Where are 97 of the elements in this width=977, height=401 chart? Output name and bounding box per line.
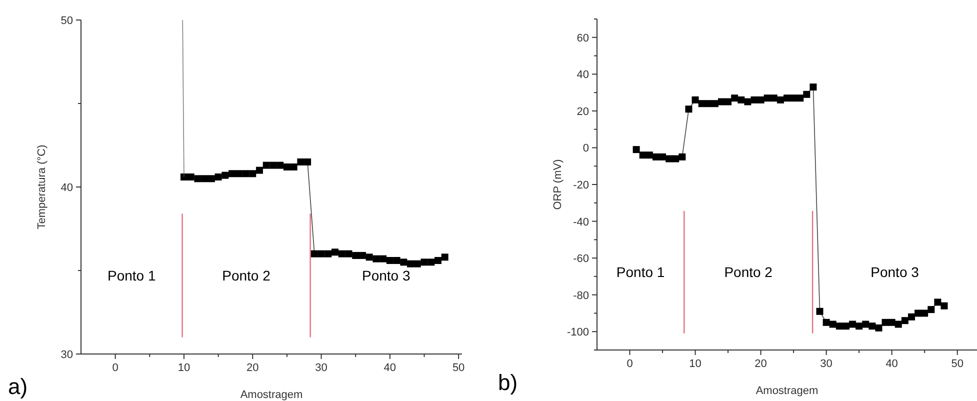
point [242,170,250,178]
x-tick-label: 10 [178,362,190,374]
x-axis-title: Amostragem [756,385,818,397]
point [228,170,236,178]
point [400,258,408,266]
annotation: Ponto 2 [222,268,271,284]
point [283,163,290,170]
point [914,310,922,317]
point [822,318,830,326]
point [875,324,882,332]
point [380,255,387,262]
point [894,320,902,328]
y-axis-title: ORP (mV) [552,159,564,210]
point [290,163,298,170]
point [928,306,935,314]
x-tick-label: 40 [384,362,396,374]
point [270,162,277,169]
point [297,158,304,166]
point [366,254,373,261]
y-tick-label: 30 [60,349,73,361]
point [698,100,706,108]
point [632,146,640,154]
point [194,175,202,182]
point [358,252,366,259]
point [256,166,263,174]
point [428,258,435,266]
point [235,170,242,178]
y-tick-label: -20 [573,180,589,192]
x-tick-label: 20 [754,358,767,370]
point [908,313,915,320]
point [678,153,686,160]
point [386,256,394,264]
annotation: Ponto 2 [724,264,773,280]
x-tick-label: 10 [689,358,702,370]
point [324,250,332,258]
point [803,90,810,98]
point [420,258,428,266]
point [345,250,352,258]
y-tick-label: 20 [576,106,589,118]
point [816,308,824,315]
point [222,172,229,179]
point [304,158,312,166]
point [187,173,194,180]
x-tick-label: 40 [886,358,898,370]
x-tick-label: 50 [452,362,465,374]
x-tick-label: 20 [246,362,259,374]
y-tick-label: 40 [576,69,589,82]
annotation: Ponto 1 [616,264,665,280]
y-tick-label: -80 [573,290,589,302]
point [810,84,817,91]
point [352,252,360,259]
point [414,260,421,268]
point [796,94,804,102]
point [318,250,325,258]
x-tick-label: 30 [315,362,328,374]
x-tick-label: 0 [626,358,633,370]
point [731,94,738,102]
y-tick-label: 50 [60,15,73,27]
point [249,170,256,178]
y-tick-label: -100 [566,326,589,339]
point [338,250,346,258]
point [685,106,692,113]
point [180,173,188,180]
point [407,260,414,268]
y-tick-label: 0 [582,142,589,155]
annotation: Ponto 1 [107,268,156,284]
point [276,162,284,169]
point [882,318,889,326]
point [940,302,948,310]
annotation: Ponto 3 [362,268,410,284]
y-tick-label: 60 [576,32,589,44]
y-axis-title: Temperatura (°C) [36,144,48,230]
text: a) [8,374,28,399]
point [901,317,908,324]
point [214,173,222,180]
point [692,96,699,104]
point [262,162,270,169]
x-axis-title: Amostragem [240,389,303,401]
point [724,98,732,106]
point [201,175,208,182]
point [434,256,442,264]
point [208,175,215,182]
point [921,310,928,317]
point [310,250,318,258]
point [441,254,448,261]
x-tick-label: 50 [951,358,964,370]
text: b) [498,370,518,395]
annotation: Ponto 3 [870,264,920,280]
x-tick-label: 30 [820,358,832,370]
point [639,152,646,159]
y-tick-label: -40 [573,216,589,228]
y-tick-label: -60 [573,253,589,266]
y-tick-label: 40 [60,182,73,194]
x-tick-label: 0 [112,362,118,374]
point [934,298,942,306]
point [393,256,400,264]
point [372,255,380,262]
